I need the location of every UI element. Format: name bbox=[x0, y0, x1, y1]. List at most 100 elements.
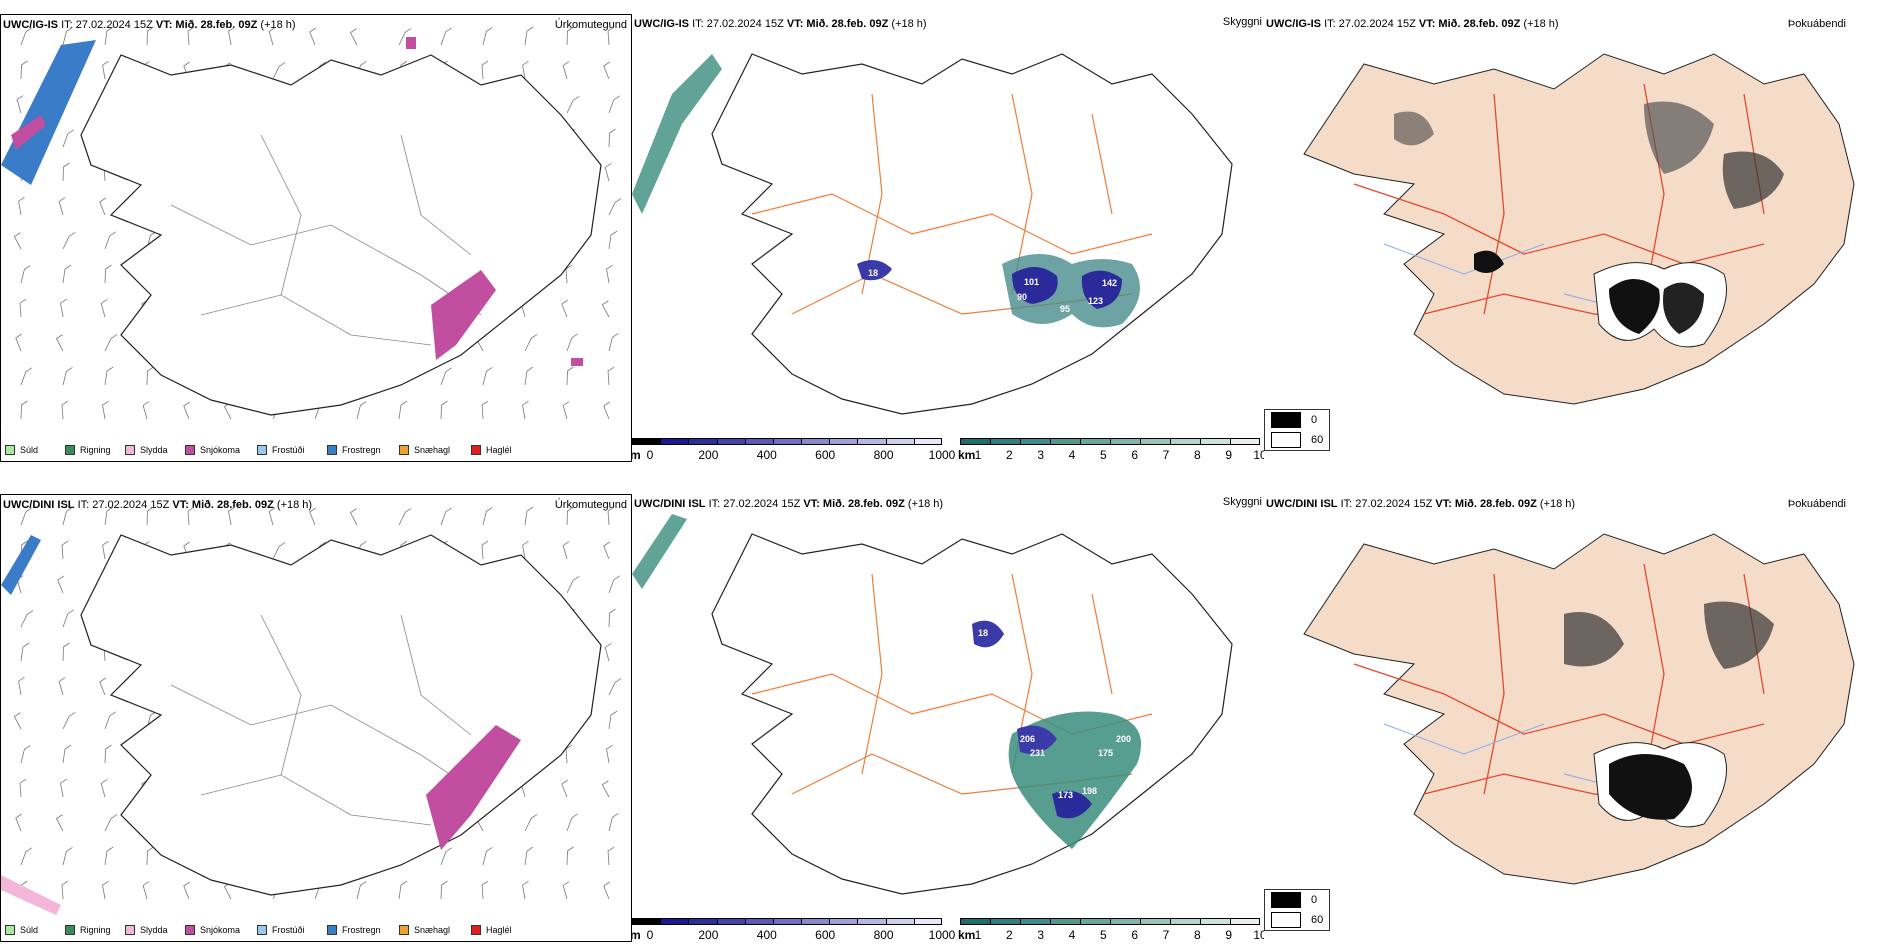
scale-tick: 10 bbox=[1253, 928, 1264, 942]
wind-barb bbox=[608, 230, 618, 250]
wind-barb bbox=[482, 367, 493, 386]
wind-barb bbox=[607, 366, 615, 386]
colorbar-cell bbox=[660, 438, 689, 445]
wind-barb bbox=[104, 506, 114, 526]
scale-tick: 5 bbox=[1099, 448, 1107, 462]
precip-legend: Súld Rigning Slydda Snjókoma Frostúði Fr… bbox=[5, 925, 531, 935]
iceland-map bbox=[1, 506, 622, 915]
colorbar-cell bbox=[990, 438, 1020, 445]
panel-label: Skyggni bbox=[1222, 496, 1262, 508]
scale-tick: 1000 bbox=[928, 928, 956, 942]
iceland-map bbox=[1303, 53, 1855, 405]
wind-barb bbox=[183, 881, 190, 900]
wind-barb bbox=[398, 508, 412, 526]
wind-barb bbox=[146, 506, 154, 526]
map-header: UWC/DINI ISL IT: 27.02.2024 15Z VT: Mið.… bbox=[1266, 498, 1576, 510]
wind-barb bbox=[481, 60, 489, 80]
wind-barb bbox=[20, 642, 30, 662]
wind-barb bbox=[398, 880, 408, 900]
wind-barb bbox=[62, 367, 73, 386]
scale-tick: 2 bbox=[1005, 448, 1013, 462]
visibility-value: 173 bbox=[1058, 790, 1073, 800]
wind-barb bbox=[228, 506, 235, 526]
scale-tick: 200 bbox=[698, 448, 719, 462]
visibility-value: 209 bbox=[1062, 340, 1077, 350]
wind-barb bbox=[482, 847, 493, 866]
colorbar-cell bbox=[1200, 438, 1230, 445]
wind-barb bbox=[100, 779, 108, 798]
wind-barb bbox=[146, 26, 154, 46]
wind-barb bbox=[562, 401, 570, 420]
scale-tick: 1 bbox=[974, 448, 982, 462]
legend-item: Súld bbox=[5, 925, 65, 935]
wind-barb bbox=[146, 366, 154, 386]
wind-barb bbox=[102, 400, 109, 420]
scale-unit: m bbox=[632, 448, 641, 462]
wind-barb bbox=[61, 540, 69, 560]
wind-barb bbox=[481, 880, 489, 900]
colorbar-cell bbox=[1020, 918, 1050, 925]
wind-barb bbox=[561, 299, 568, 318]
wind-barb bbox=[440, 367, 453, 386]
wind-barb bbox=[55, 334, 64, 352]
wind-barb bbox=[183, 401, 190, 420]
wind-barb bbox=[104, 26, 114, 46]
wind-barb bbox=[268, 507, 276, 526]
scale-tick: 400 bbox=[756, 928, 777, 942]
wind-barb bbox=[608, 813, 619, 832]
wind-barb bbox=[142, 401, 150, 420]
wind-barb bbox=[20, 847, 33, 866]
wind-barb bbox=[104, 231, 117, 250]
wind-barb bbox=[20, 400, 28, 420]
visibility-value: 206 bbox=[1020, 734, 1035, 744]
wind-barb bbox=[604, 163, 612, 182]
wind-barb bbox=[104, 711, 117, 730]
colorbar-cell bbox=[688, 918, 717, 925]
wind-barb bbox=[268, 27, 276, 46]
visibility-value: 18 bbox=[978, 628, 988, 638]
colorbar-cell bbox=[990, 918, 1020, 925]
legend-item: Haglél bbox=[471, 925, 531, 935]
iceland-map bbox=[1303, 533, 1855, 885]
colorbar-cell bbox=[1140, 918, 1170, 925]
fog-legend: 0 60 bbox=[1264, 889, 1331, 931]
wind-barb bbox=[607, 26, 615, 46]
wind-barb bbox=[522, 400, 529, 420]
wind-barb bbox=[604, 643, 612, 662]
scale-tick: 9 bbox=[1225, 448, 1232, 462]
visibility-value: 101 bbox=[1024, 277, 1039, 287]
colorbar-cell bbox=[913, 918, 942, 925]
legend-item: Frostúði bbox=[257, 445, 327, 455]
colorbar-cell bbox=[1050, 438, 1080, 445]
scale-tick: 0 bbox=[646, 448, 654, 462]
iceland-map: 206 231 173 198 175 200 18 bbox=[632, 514, 1233, 895]
wind-barb bbox=[561, 779, 568, 798]
wind-barb bbox=[566, 26, 574, 46]
visibility-km-colorbar bbox=[960, 438, 1260, 445]
colorbar-cell bbox=[688, 438, 717, 445]
wind-barb bbox=[18, 196, 25, 216]
wind-barb bbox=[62, 507, 73, 526]
legend-item: Frostregn bbox=[327, 925, 399, 935]
colorbar-cell bbox=[829, 918, 858, 925]
wind-barb bbox=[62, 712, 76, 730]
colorbar-cell bbox=[1230, 438, 1260, 445]
wind-barb bbox=[440, 847, 453, 866]
colorbar-cell bbox=[1170, 438, 1200, 445]
wind-barb bbox=[16, 95, 24, 114]
scale-unit: m bbox=[632, 928, 641, 942]
colorbar-cell bbox=[1110, 438, 1140, 445]
wind-barb bbox=[608, 678, 622, 696]
wind-barb bbox=[58, 677, 66, 696]
wind-barb bbox=[482, 507, 493, 526]
wind-barb bbox=[20, 507, 33, 526]
wind-barb bbox=[146, 846, 154, 866]
wind-barb bbox=[440, 507, 453, 526]
scale-tick: 6 bbox=[1131, 928, 1138, 942]
wind-barb bbox=[603, 541, 610, 560]
wind-barb bbox=[440, 880, 448, 900]
wind-barb bbox=[99, 197, 106, 216]
wind-barb bbox=[398, 400, 408, 420]
wind-barb bbox=[102, 540, 109, 560]
colorbar-cell bbox=[801, 918, 830, 925]
